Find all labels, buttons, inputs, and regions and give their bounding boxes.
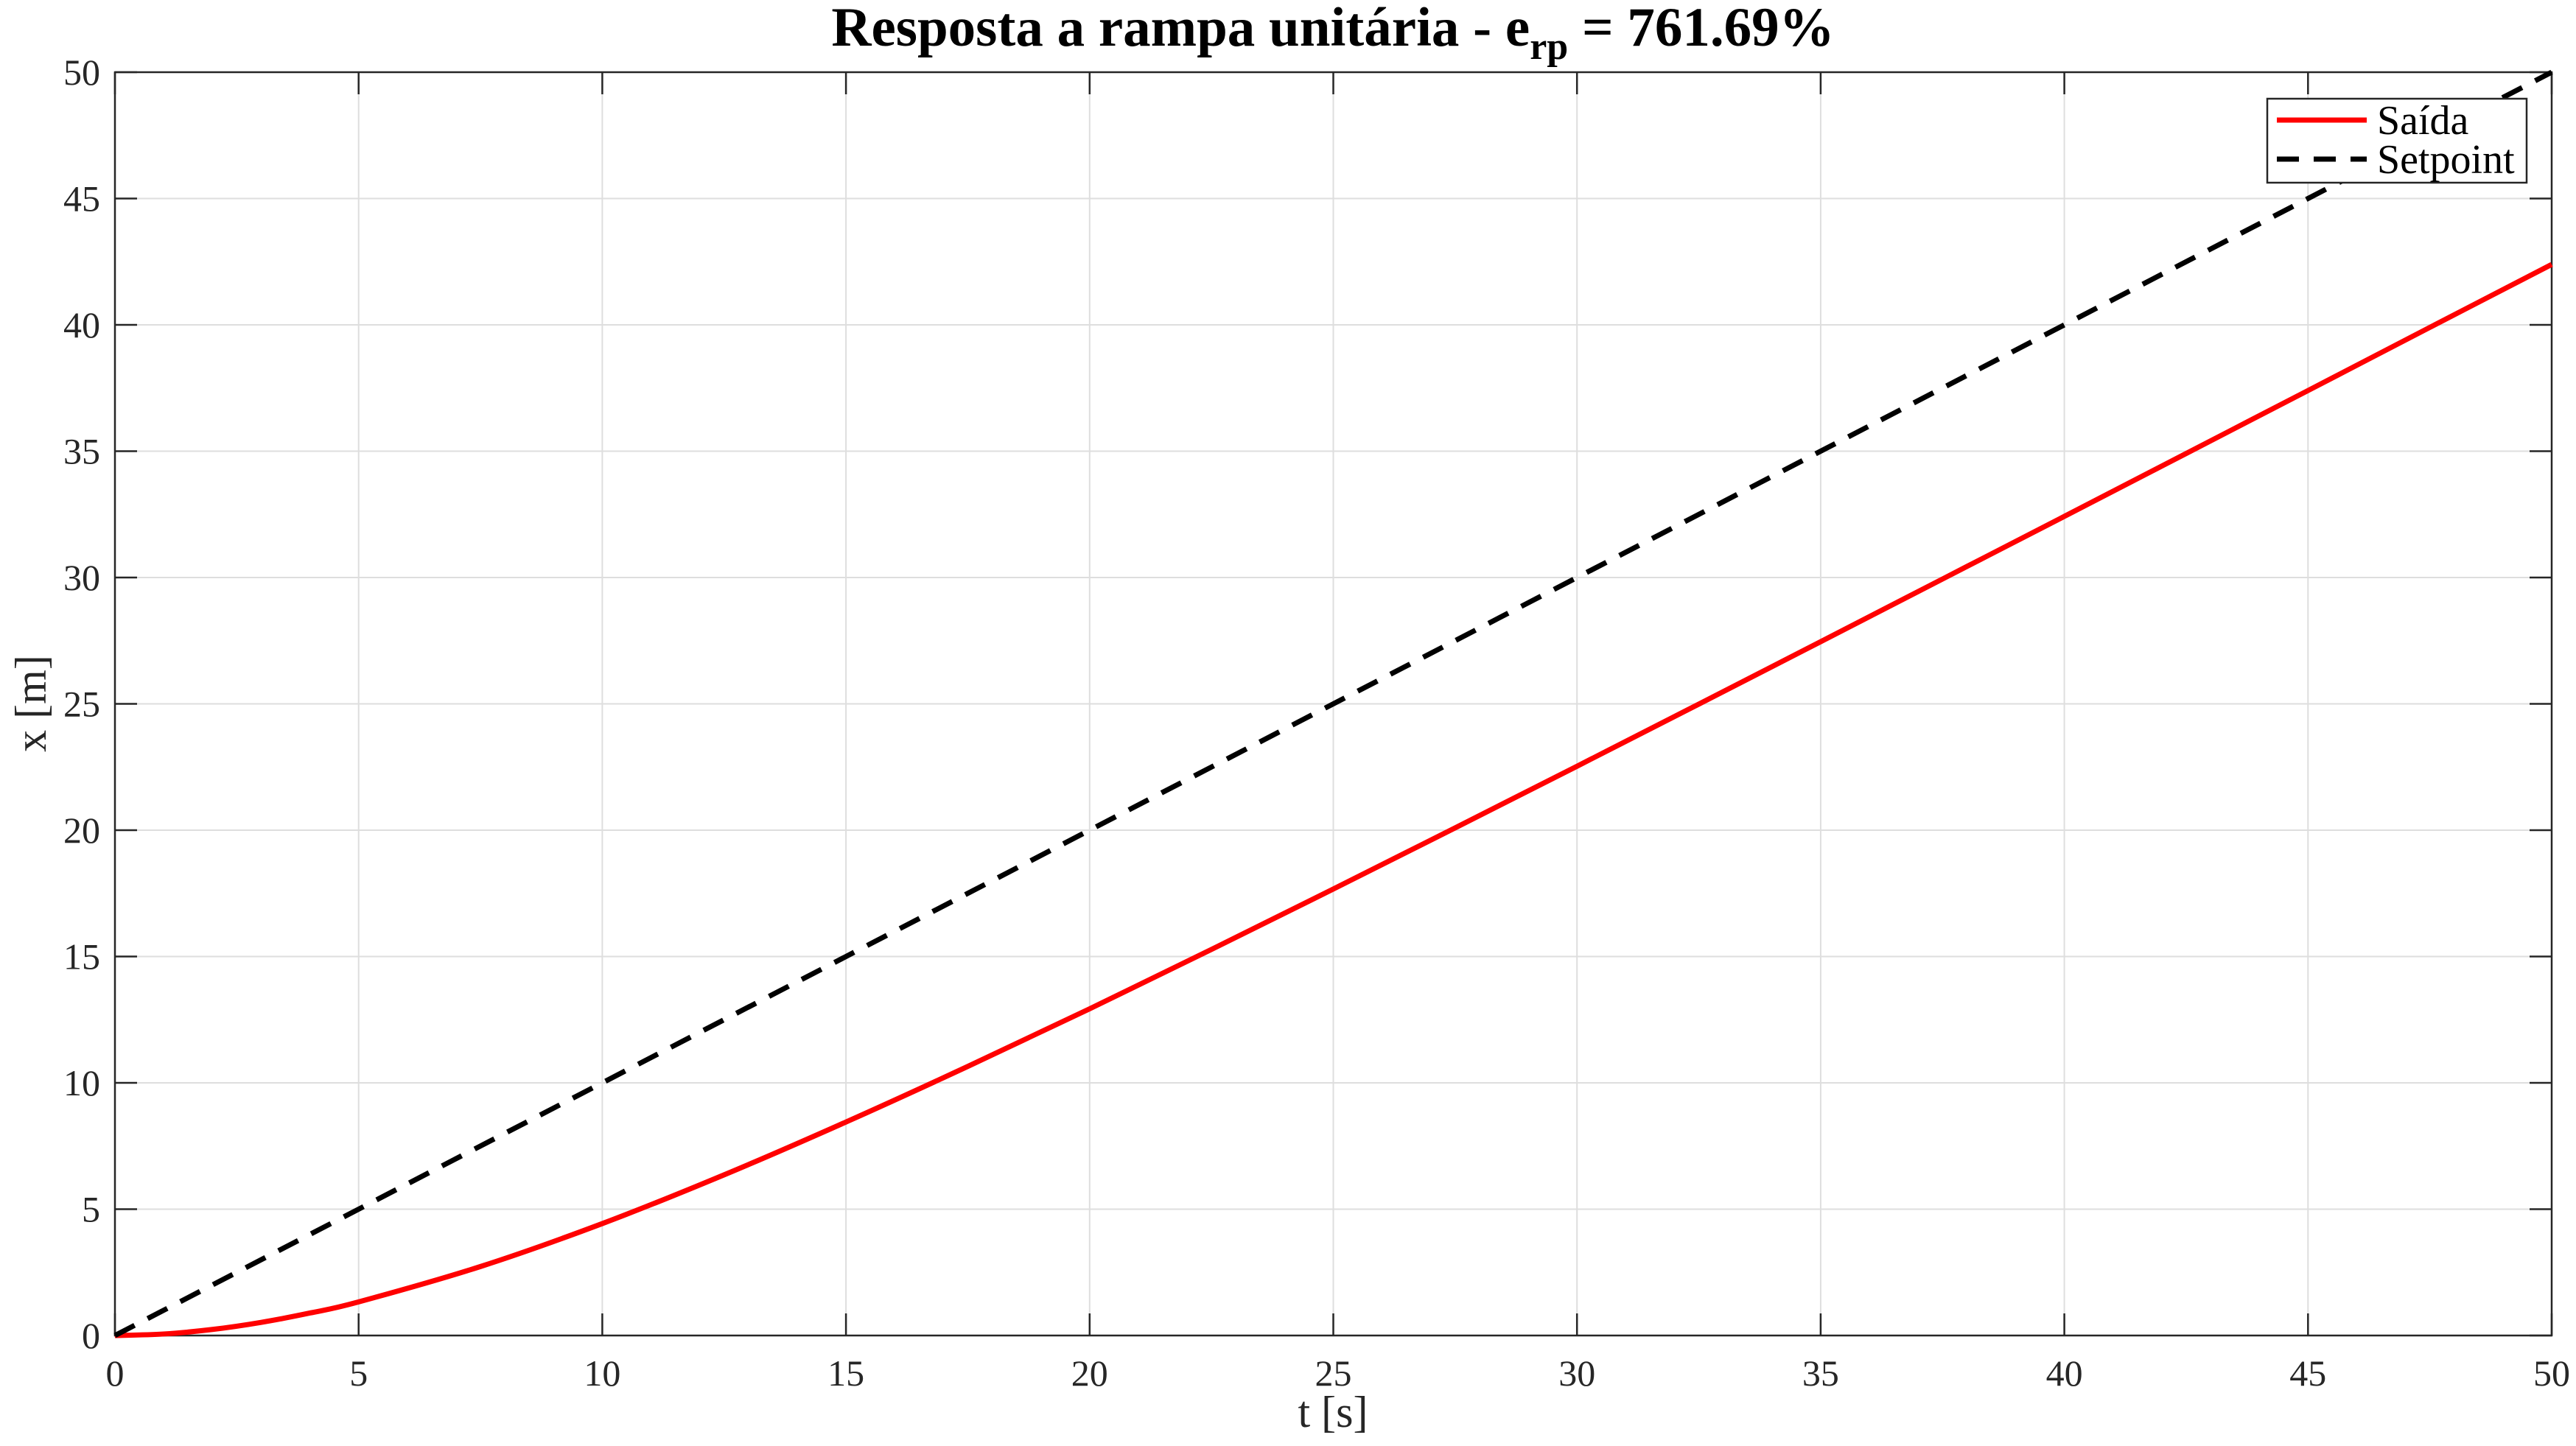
legend-label-saida: Saída	[2377, 98, 2469, 144]
y-tick-label: 10	[63, 1062, 100, 1103]
y-tick-label: 50	[63, 52, 100, 93]
tick-mark-layer	[113, 71, 2553, 1337]
y-tick-label: 35	[63, 431, 100, 472]
y-tick-label: 40	[63, 304, 100, 345]
legend: Saída Setpoint	[2266, 97, 2528, 184]
tick-label-layer: 0 5 10 15 20 25 30 35 40 45 50 0 5 10 15 20 25 30 35 40 45 50	[63, 52, 2570, 1394]
x-tick-label: 15	[827, 1352, 864, 1394]
x-tick-label: 10	[584, 1352, 620, 1394]
y-tick-label: 20	[63, 810, 100, 851]
series-line-saida	[114, 262, 2553, 1338]
legend-box	[2266, 97, 2528, 184]
x-tick-label: 5	[349, 1352, 368, 1394]
chart-title-subscript: rp	[1530, 26, 1568, 68]
chart-title-main: Resposta a rampa unitária - e	[831, 0, 1530, 58]
chart-title: Resposta a rampa unitária - erp = 761.69…	[831, 0, 1834, 68]
y-tick-label: 30	[63, 557, 100, 598]
x-tick-label: 20	[1071, 1352, 1108, 1394]
x-tick-label: 45	[2289, 1352, 2326, 1394]
series-line-setpoint	[113, 69, 2553, 1338]
chart-title-suffix: = 761.69%	[1568, 0, 1835, 58]
x-tick-label: 30	[1558, 1352, 1595, 1394]
y-tick-label: 5	[82, 1189, 100, 1230]
y-axis-label: x [m]	[7, 655, 55, 752]
x-tick-label: 25	[1315, 1352, 1352, 1394]
y-tick-label: 45	[63, 178, 100, 220]
y-tick-label: 0	[82, 1315, 100, 1356]
x-tick-label: 0	[106, 1352, 125, 1394]
y-tick-label: 15	[63, 936, 100, 978]
x-tick-label: 50	[2533, 1352, 2570, 1394]
series-layer	[113, 69, 2553, 1338]
x-axis-label: t [s]	[1298, 1388, 1368, 1436]
y-tick-label: 25	[63, 684, 100, 725]
x-tick-label: 35	[1802, 1352, 1839, 1394]
x-tick-label: 40	[2046, 1352, 2083, 1394]
legend-label-setpoint: Setpoint	[2377, 137, 2515, 183]
